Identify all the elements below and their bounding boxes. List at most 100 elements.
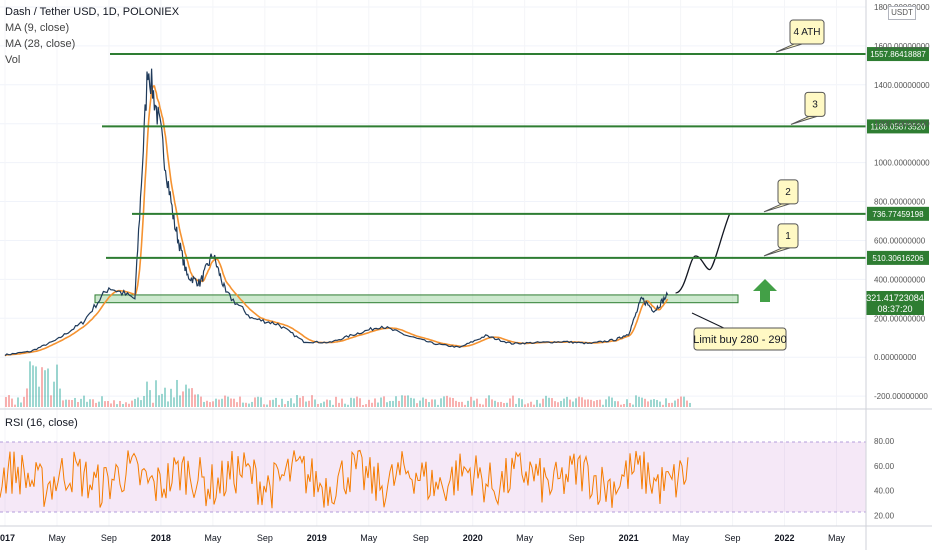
volume-bar (569, 399, 571, 407)
volume-bar (683, 396, 685, 407)
volume-bar (311, 395, 313, 407)
rsi-tick-label: 40.00 (874, 487, 895, 496)
time-tick-label: 2021 (619, 533, 639, 543)
volume-bar (341, 398, 343, 407)
volume-bar (206, 400, 208, 407)
volume-bar (671, 402, 673, 407)
volume-bar (359, 398, 361, 407)
volume-bar (611, 397, 613, 407)
volume-bar (563, 398, 565, 407)
volume-bar (209, 402, 211, 407)
price-tick-label: 400.00000000 (874, 275, 926, 284)
volume-bar (512, 395, 514, 407)
price-tick-label: 0.00000000 (874, 353, 917, 362)
volume-bar (584, 399, 586, 407)
volume-bar (8, 395, 10, 407)
volume-bar (395, 396, 397, 407)
volume-bar (323, 401, 325, 407)
volume-bar (131, 400, 133, 407)
volume-bar (626, 399, 628, 407)
volume-bar (65, 399, 67, 407)
volume-bar (677, 398, 679, 407)
volume-bar (320, 403, 322, 407)
level-callout (777, 223, 799, 249)
price-tick-label: 1000.00000000 (874, 159, 930, 168)
volume-bar (80, 398, 82, 407)
volume-bar (143, 395, 145, 407)
volume-bar (308, 400, 310, 407)
ma9-legend: MA (9, close) (5, 22, 70, 34)
volume-bar (431, 399, 433, 407)
volume-bar (20, 402, 22, 407)
volume-bar (503, 403, 505, 407)
volume-bars (5, 361, 691, 407)
price-tick-label: -200.00000000 (874, 392, 928, 401)
volume-bar (101, 396, 103, 407)
volume-bar (614, 401, 616, 407)
volume-bar (215, 398, 217, 407)
level-callout-text: 2 (785, 187, 791, 198)
volume-bar (134, 398, 136, 407)
volume-bar (452, 398, 454, 407)
vol-legend: Vol (5, 54, 21, 66)
volume-bar (335, 396, 337, 407)
volume-bar (278, 404, 280, 407)
volume-bar (686, 400, 688, 407)
volume-bar (38, 386, 40, 407)
volume-bar (194, 394, 196, 407)
volume-bar (509, 398, 511, 407)
volume-bar (386, 402, 388, 407)
volume-bar (11, 398, 13, 407)
currency-badge[interactable]: USDT (888, 6, 916, 20)
volume-bar (332, 404, 334, 407)
volume-bar (167, 401, 169, 407)
volume-bar (170, 388, 172, 407)
price-tick-label: 1400.00000000 (874, 81, 930, 90)
price-tick-label: 800.00000000 (874, 198, 926, 207)
volume-bar (632, 404, 634, 407)
volume-bar (527, 403, 529, 407)
volume-bar (464, 404, 466, 407)
volume-bar (266, 404, 268, 407)
price-tick-label: 1600.00000000 (874, 42, 930, 51)
volume-bar (236, 402, 238, 407)
volume-bar (416, 403, 418, 407)
volume-bar (257, 396, 259, 407)
current-price-value: 321.41723084 (866, 293, 924, 303)
volume-bar (530, 401, 532, 407)
rsi-legend: RSI (16, close) (5, 417, 78, 429)
level-price-tag (867, 206, 929, 221)
volume-bar (239, 396, 241, 407)
volume-bar (506, 402, 508, 407)
volume-bar (203, 401, 205, 407)
volume-bar (419, 400, 421, 407)
time-tick-label: Sep (725, 533, 741, 543)
volume-bar (404, 395, 406, 407)
volume-bar (389, 400, 391, 407)
volume-bar (182, 391, 184, 407)
volume-bar (434, 399, 436, 407)
volume-bar (515, 403, 517, 407)
volume-bar (497, 402, 499, 407)
volume-bar (353, 398, 355, 407)
volume-bar (659, 401, 661, 407)
volume-bar (242, 402, 244, 407)
time-tick-label: 2020 (463, 533, 483, 543)
volume-bar (104, 401, 106, 407)
volume-bar (581, 397, 583, 407)
level-callout (777, 179, 799, 205)
volume-bar (284, 404, 286, 407)
volume-bar (77, 402, 79, 407)
volume-bar (599, 399, 601, 407)
volume-bar (470, 396, 472, 407)
volume-bar (491, 399, 493, 407)
volume-bar (653, 399, 655, 407)
volume-bar (539, 403, 541, 407)
current-price-tag: 321.41723084 08:37:20 (866, 291, 924, 315)
price-axis: 1800.000000001600.000000001400.000000001… (874, 3, 930, 401)
time-tick-label: 2018 (151, 533, 171, 543)
volume-bar (479, 403, 481, 407)
volume-bar (272, 399, 274, 407)
volume-bar (377, 402, 379, 407)
volume-bar (251, 401, 253, 407)
